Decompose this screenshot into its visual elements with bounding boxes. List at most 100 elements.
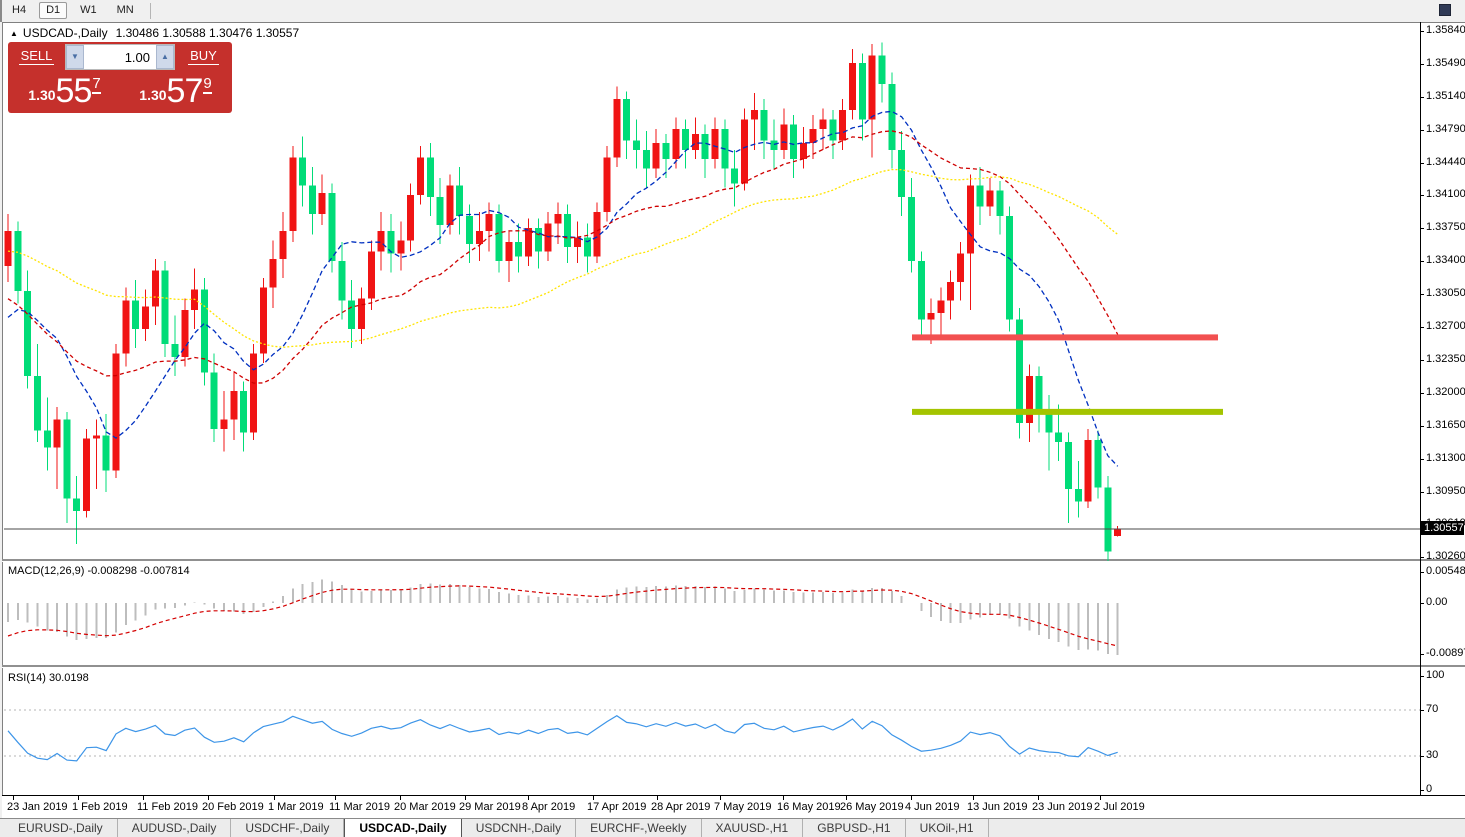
time-axis-tick: [13, 796, 14, 800]
main-chart-pane[interactable]: [4, 23, 1420, 561]
price-axis-label-tick: [1420, 31, 1424, 32]
macd-pane[interactable]: [4, 561, 1420, 665]
time-axis-label: 1 Feb 2019: [72, 801, 128, 813]
macd-axis-label: 0.005484: [1426, 565, 1465, 577]
rsi-pane-separator[interactable]: [2, 665, 1465, 668]
macd-axis-label-tick: [1420, 654, 1424, 655]
price-axis-label: 1.33400: [1426, 254, 1465, 266]
tab-usdchf-daily[interactable]: USDCHF-,Daily: [231, 819, 345, 837]
price-axis-label-tick: [1420, 130, 1424, 131]
price-axis-label-tick: [1420, 64, 1424, 65]
rsi-pane[interactable]: [4, 668, 1420, 795]
price-axis-label-tick: [1420, 360, 1424, 361]
price-axis-label: 1.34790: [1426, 123, 1465, 135]
sell-price[interactable]: 1.30557: [28, 72, 101, 110]
price-axis-label-tick: [1420, 163, 1424, 164]
macd-axis-label-tick: [1420, 572, 1424, 573]
price-axis-label: 1.35490: [1426, 57, 1465, 69]
chart-ohlc-values: 1.30486 1.30588 1.30476 1.30557: [115, 26, 300, 40]
time-axis-tick: [846, 796, 847, 800]
tab-gbpusd-h1[interactable]: GBPUSD-,H1: [803, 819, 906, 837]
timeframe-toolbar: H4 D1 W1 MN: [0, 0, 1465, 22]
time-axis-label: 29 Mar 2019: [459, 801, 521, 813]
macd-label: MACD(12,26,9) -0.008298 -0.007814: [8, 565, 190, 577]
chart-symbol-title: USDCAD-,Daily: [22, 26, 108, 40]
rsi-axis-label-tick: [1420, 756, 1424, 757]
timeframe-button-w1[interactable]: W1: [80, 4, 97, 16]
chart-window-icon[interactable]: [1439, 4, 1451, 16]
volume-decrease-icon[interactable]: ▼: [66, 45, 84, 69]
rsi-axis-label-tick: [1420, 676, 1424, 677]
time-axis-label: 7 May 2019: [714, 801, 772, 813]
time-axis-tick: [657, 796, 658, 800]
rsi-label: RSI(14) 30.0198: [8, 672, 89, 684]
current-price-tag: 1.30557: [1421, 521, 1464, 535]
time-axis-label: 17 Apr 2019: [587, 801, 647, 813]
chart-expand-icon[interactable]: ▲: [10, 29, 18, 38]
rsi-axis-label-tick: [1420, 790, 1424, 791]
tab-usdcnh-daily[interactable]: USDCNH-,Daily: [462, 819, 577, 837]
price-axis-label-tick: [1420, 459, 1424, 460]
toolbar-separator: [149, 3, 151, 19]
price-axis-label-tick: [1420, 426, 1424, 427]
rsi-axis-label: 70: [1426, 703, 1439, 715]
price-axis-label: 1.33050: [1426, 287, 1465, 299]
tab-xauusd-h1[interactable]: XAUUSD-,H1: [702, 819, 804, 837]
timeframe-button-d1[interactable]: D1: [39, 2, 68, 19]
timeframe-button-mn[interactable]: MN: [116, 4, 134, 16]
price-axis-label: 1.35140: [1426, 90, 1465, 102]
volume-stepper: ▼ ▲: [65, 44, 175, 70]
time-axis-label: 2 Jul 2019: [1094, 801, 1145, 813]
price-axis-label-tick: [1420, 327, 1424, 328]
price-axis-label: 1.32350: [1426, 353, 1465, 365]
macd-pane-separator[interactable]: [2, 559, 1465, 562]
tab-usdcad-daily[interactable]: USDCAD-,Daily: [344, 819, 462, 837]
price-axis-label: 1.34440: [1426, 156, 1465, 168]
time-axis-label: 23 Jun 2019: [1032, 801, 1093, 813]
price-axis-label: 1.31650: [1426, 419, 1465, 431]
time-axis-tick: [528, 796, 529, 800]
time-axis-label: 4 Jun 2019: [905, 801, 960, 813]
time-axis-label: 11 Mar 2019: [329, 801, 390, 813]
price-axis-label: 1.33750: [1426, 221, 1465, 233]
price-axis-label: 1.32000: [1426, 386, 1465, 398]
tab-eurchf-weekly[interactable]: EURCHF-,Weekly: [576, 819, 702, 837]
one-click-trade-panel: SELL ▼ ▲ BUY 1.30557 1.30579: [8, 42, 232, 113]
time-axis-tick: [1038, 796, 1039, 800]
volume-increase-icon[interactable]: ▲: [156, 45, 174, 69]
price-axis-label-tick: [1420, 97, 1424, 98]
time-axis-label: 20 Mar 2019: [394, 801, 456, 813]
timeframe-button-h4[interactable]: H4: [12, 4, 27, 16]
price-axis-label: 1.32700: [1426, 320, 1465, 332]
buy-price[interactable]: 1.30579: [139, 72, 212, 110]
volume-input[interactable]: [84, 45, 156, 69]
time-axis-tick: [720, 796, 721, 800]
time-axis-label: 20 Feb 2019: [202, 801, 264, 813]
time-axis[interactable]: 23 Jan 2019 1 Feb 2019 11 Feb 2019 20 Feb 2…: [2, 795, 1465, 818]
price-axis[interactable]: 1.35840 1.35490 1.35140 1.34790 1.34440 1.341…: [1420, 22, 1465, 795]
time-axis-tick: [1100, 796, 1101, 800]
rsi-axis-label: 0: [1426, 783, 1433, 795]
price-axis-label-tick: [1420, 228, 1424, 229]
tab-audusd-daily[interactable]: AUDUSD-,Daily: [118, 819, 232, 837]
time-axis-label: 23 Jan 2019: [7, 801, 68, 813]
macd-axis-label: 0.00: [1426, 596, 1448, 608]
tab-eurusd-daily[interactable]: EURUSD-,Daily: [4, 819, 118, 837]
buy-button[interactable]: BUY: [188, 48, 219, 65]
price-axis-label-tick: [1420, 557, 1424, 558]
price-axis-label-tick: [1420, 294, 1424, 295]
time-axis-tick: [335, 796, 336, 800]
time-axis-tick: [973, 796, 974, 800]
sell-button[interactable]: SELL: [18, 48, 55, 65]
time-axis-tick: [143, 796, 144, 800]
time-axis-label: 8 Apr 2019: [522, 801, 576, 813]
price-axis-label: 1.30260: [1426, 550, 1465, 562]
macd-axis-label: -0.008973: [1426, 647, 1465, 659]
price-axis-label: 1.34100: [1426, 188, 1465, 200]
rsi-axis-label-tick: [1420, 710, 1424, 711]
price-axis-label-tick: [1420, 261, 1424, 262]
tab-ukoil-h1[interactable]: UKOil-,H1: [906, 819, 989, 837]
price-axis-label-tick: [1420, 492, 1424, 493]
time-axis-tick: [274, 796, 275, 800]
time-axis-label: 11 Feb 2019: [137, 801, 198, 813]
